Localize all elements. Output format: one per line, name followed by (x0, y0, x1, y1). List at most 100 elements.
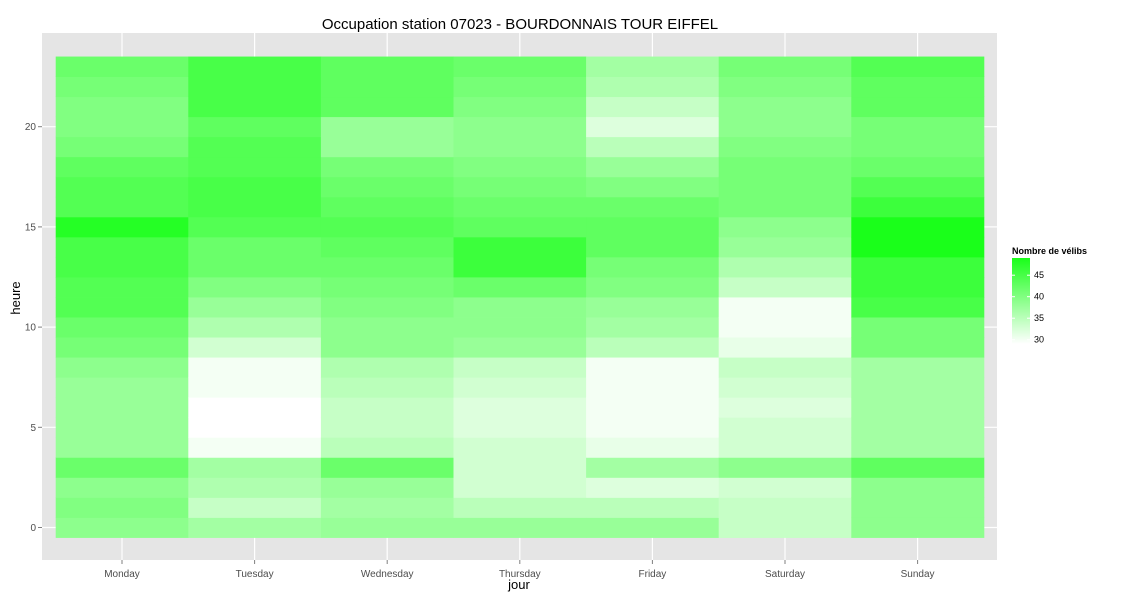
heatmap-cell (188, 317, 322, 338)
heatmap-cell (718, 277, 852, 298)
heatmap-cell (851, 176, 985, 198)
heatmap-cell (453, 457, 587, 478)
legend-tick-label: 35 (1034, 313, 1044, 323)
heatmap-cell (453, 497, 587, 518)
legend-title: Nombre de vélibs (1012, 246, 1087, 256)
heatmap-cell (851, 297, 985, 318)
heatmap-cell (586, 417, 720, 438)
heatmap-cell (718, 236, 852, 258)
heatmap-cell (188, 357, 322, 378)
heatmap-cell (718, 216, 852, 238)
heatmap-cell (320, 437, 454, 458)
heatmap-cell (586, 116, 720, 138)
legend-colorbar (1012, 258, 1030, 344)
heatmap-cell (718, 517, 852, 538)
heatmap-cell (188, 377, 322, 398)
heatmap-cell (188, 437, 322, 458)
heatmap-cell (453, 317, 587, 338)
heatmap-cell (55, 56, 189, 77)
heatmap-cell (718, 156, 852, 178)
heatmap-cell (55, 297, 189, 318)
heatmap-cell (188, 176, 322, 198)
heatmap-cell (851, 377, 985, 398)
heatmap-cell (453, 96, 587, 118)
heatmap-cell (320, 256, 454, 278)
heatmap-cell (320, 517, 454, 538)
heatmap-cell (453, 156, 587, 178)
heatmap-cell (851, 196, 985, 218)
heatmap-cell (718, 297, 852, 318)
heatmap-cell (851, 437, 985, 458)
heatmap-cell (851, 357, 985, 378)
heatmap-cell (851, 156, 985, 178)
heatmap-cell (188, 196, 322, 218)
heatmap-cell (586, 256, 720, 278)
heatmap-cell (586, 397, 720, 418)
heatmap-cell (320, 216, 454, 238)
heatmap-cell (718, 96, 852, 118)
heatmap-cell (453, 196, 587, 218)
heatmap-cell (453, 417, 587, 438)
heatmap-cell (453, 437, 587, 458)
x-tick-label: Wednesday (361, 569, 414, 580)
heatmap-cell (188, 156, 322, 178)
heatmap-cell (718, 196, 852, 218)
heatmap-cell (586, 457, 720, 478)
heatmap-cell (55, 377, 189, 398)
heatmap-cell (320, 397, 454, 418)
heatmap-cell (586, 216, 720, 238)
heatmap-cell (55, 236, 189, 258)
heatmap-cell (586, 156, 720, 178)
heatmap-cell (453, 116, 587, 138)
heatmap-cell (55, 96, 189, 118)
heatmap-cell (586, 477, 720, 498)
heatmap-cell (453, 377, 587, 398)
y-tick-label: 5 (30, 423, 36, 434)
heatmap-cell (55, 216, 189, 238)
heatmap-cell (718, 256, 852, 278)
heatmap-cell (320, 76, 454, 98)
heatmap-cell (320, 56, 454, 77)
heatmap-cell (55, 517, 189, 538)
heatmap-cell (188, 56, 322, 77)
x-tick-label: Friday (639, 569, 667, 580)
heatmap-cell (188, 497, 322, 518)
legend-tick-label: 45 (1034, 270, 1044, 280)
heatmap-cell (453, 337, 587, 358)
heatmap-cell (188, 76, 322, 98)
x-tick-label: Saturday (765, 569, 805, 580)
heatmap-cell (718, 56, 852, 77)
heatmap-cell (586, 277, 720, 298)
y-axis-ticks: 0 5 10 15 20 (25, 122, 42, 534)
heatmap-cell (55, 317, 189, 338)
heatmap-cell (188, 136, 322, 158)
heatmap-cell (718, 437, 852, 458)
heatmap-cell (188, 277, 322, 298)
heatmap-cell (586, 96, 720, 118)
heatmap-cell (188, 96, 322, 118)
heatmap-cell (586, 437, 720, 458)
heatmap-cell (320, 196, 454, 218)
heatmap-cell (718, 116, 852, 138)
heatmap-cell (586, 337, 720, 358)
heatmap-cell (453, 236, 587, 258)
y-tick-label: 10 (25, 323, 37, 334)
heatmap-cell (453, 256, 587, 278)
heatmap-cell (320, 156, 454, 178)
heatmap-cell (453, 477, 587, 498)
heatmap-cell (851, 76, 985, 98)
heatmap-cell (55, 397, 189, 418)
heatmap-cell (188, 517, 322, 538)
y-axis-title: heure (8, 281, 23, 314)
heatmap-cell (718, 477, 852, 498)
heatmap-cell (586, 236, 720, 258)
legend-tick-label: 40 (1034, 292, 1044, 302)
heatmap-cell (320, 297, 454, 318)
heatmap-cell (851, 457, 985, 478)
heatmap-cell (718, 457, 852, 478)
heatmap-cell (718, 337, 852, 358)
heatmap-cell (851, 96, 985, 118)
legend-tick-label: 30 (1034, 335, 1044, 345)
heatmap-cell (453, 56, 587, 77)
